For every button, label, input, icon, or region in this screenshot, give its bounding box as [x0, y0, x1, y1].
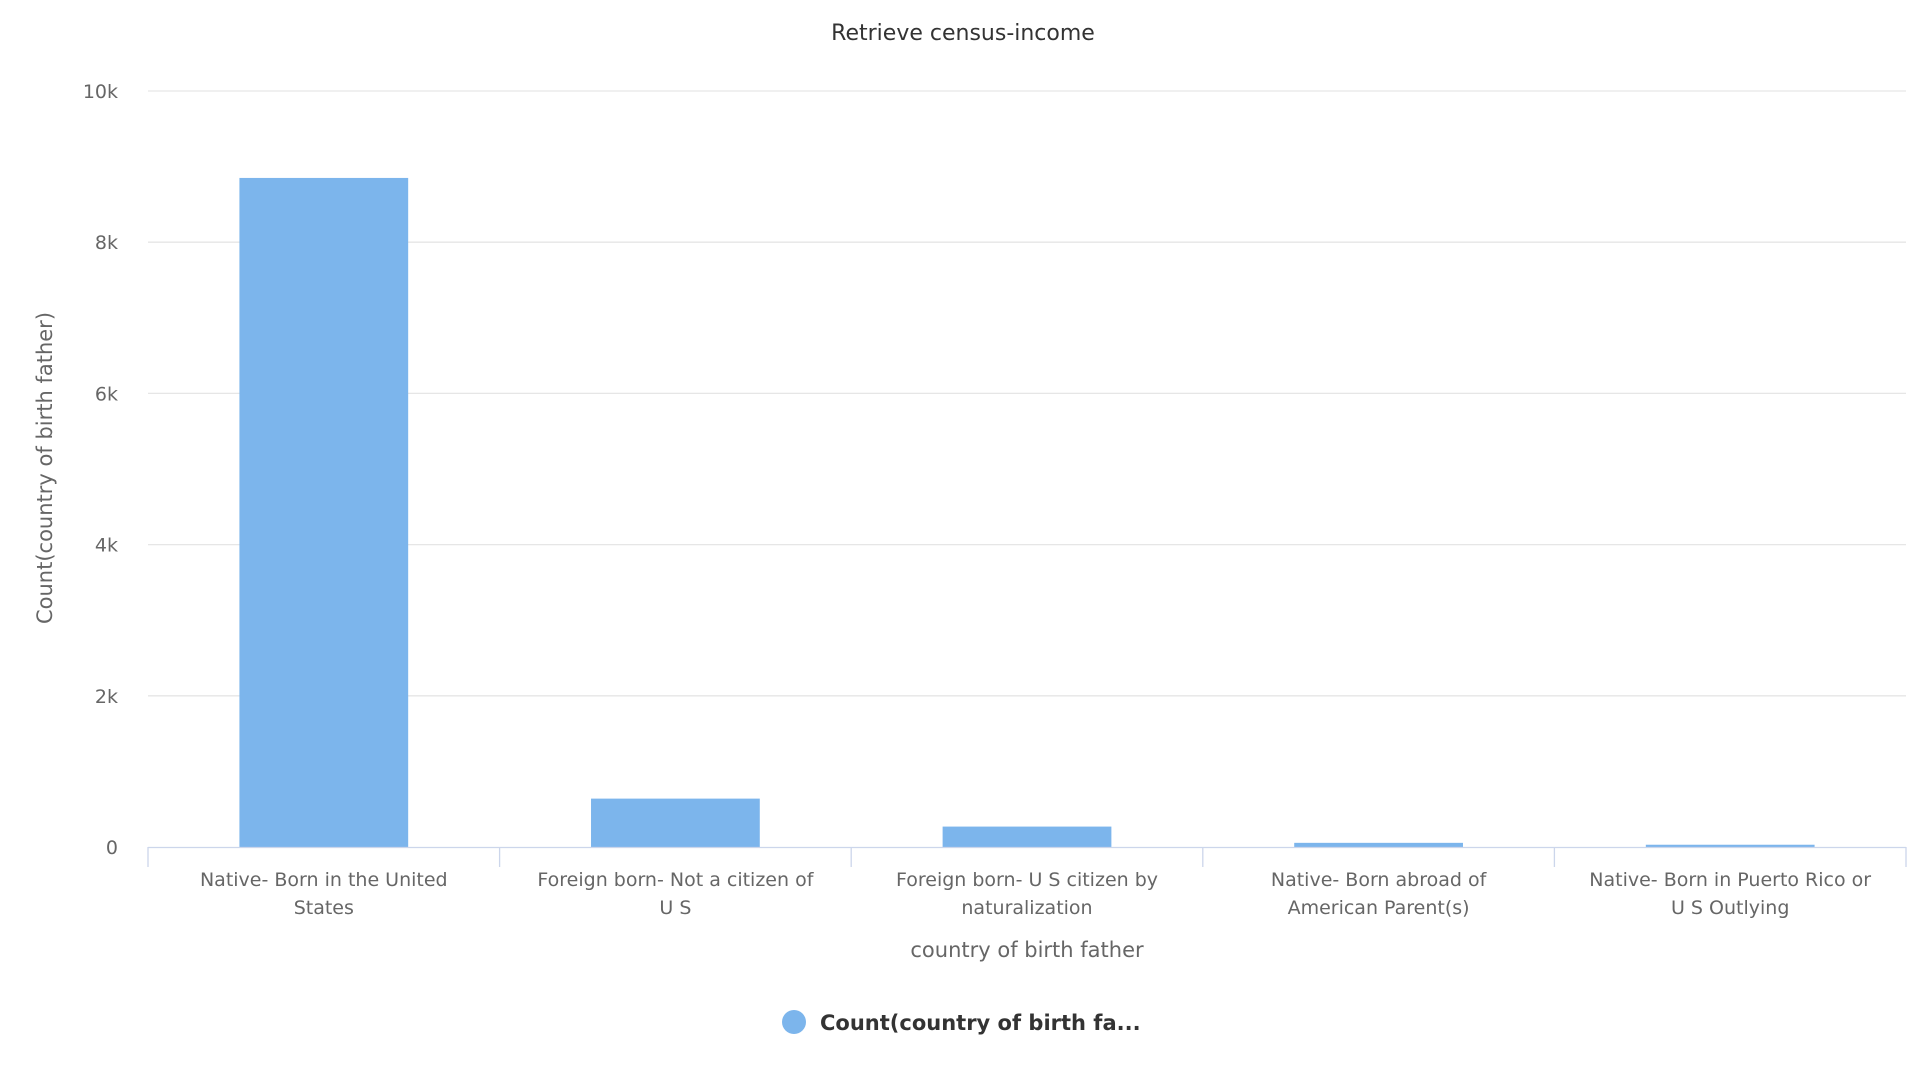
bar[interactable] — [591, 798, 760, 847]
y-axis-ticks: 0 2k 4k 6k 8k 10k — [83, 81, 118, 859]
y-tick-label: 2k — [95, 686, 118, 708]
chart-title: Retrieve census-income — [831, 21, 1095, 46]
bar[interactable] — [1294, 842, 1463, 847]
bar-series — [239, 177, 1815, 847]
legend-marker-icon — [782, 1010, 806, 1034]
legend[interactable]: Count(country of birth fa... — [782, 1010, 1141, 1035]
x-tick-label-line: U S — [659, 897, 691, 919]
x-tick-label: Native- Born abroad of American Parent(s) — [1271, 869, 1488, 919]
bar[interactable] — [942, 826, 1112, 847]
x-tick-label: Native- Born in Puerto Rico or U S Outlyi… — [1589, 869, 1871, 919]
y-tick-label: 10k — [83, 81, 118, 103]
y-tick-label: 0 — [106, 837, 118, 859]
x-tick-label-line: Native- Born in the United — [200, 869, 448, 891]
x-tick-label-line: Foreign born- Not a citizen of — [537, 869, 814, 891]
x-tick-label: Foreign born- U S citizen by naturalizati… — [896, 869, 1158, 919]
x-tick-label-line: Native- Born in Puerto Rico or — [1589, 869, 1871, 891]
y-tick-label: 8k — [95, 232, 118, 254]
bar[interactable] — [239, 177, 409, 847]
x-tick-label-line: naturalization — [961, 897, 1092, 919]
gridlines — [148, 90, 1906, 697]
x-axis-title: country of birth father — [910, 938, 1144, 962]
x-tick-label: Native- Born in the United States — [200, 869, 448, 919]
x-tick-label-line: States — [294, 897, 354, 919]
x-tick-label-line: American Parent(s) — [1288, 897, 1470, 919]
x-tick-label-line: Native- Born abroad of — [1271, 869, 1488, 891]
bar[interactable] — [1645, 844, 1815, 847]
x-tick-label: Foreign born- Not a citizen of U S — [537, 869, 814, 919]
y-tick-label: 6k — [95, 383, 118, 405]
y-tick-label: 4k — [95, 535, 118, 557]
x-tick-label-line: Foreign born- U S citizen by — [896, 869, 1158, 891]
legend-label: Count(country of birth fa... — [820, 1011, 1141, 1035]
y-axis-title: Count(country of birth father) — [33, 312, 57, 624]
x-axis: Native- Born in the United States Foreign … — [147, 846, 1907, 919]
x-tick-label-line: U S Outlying — [1671, 897, 1789, 919]
